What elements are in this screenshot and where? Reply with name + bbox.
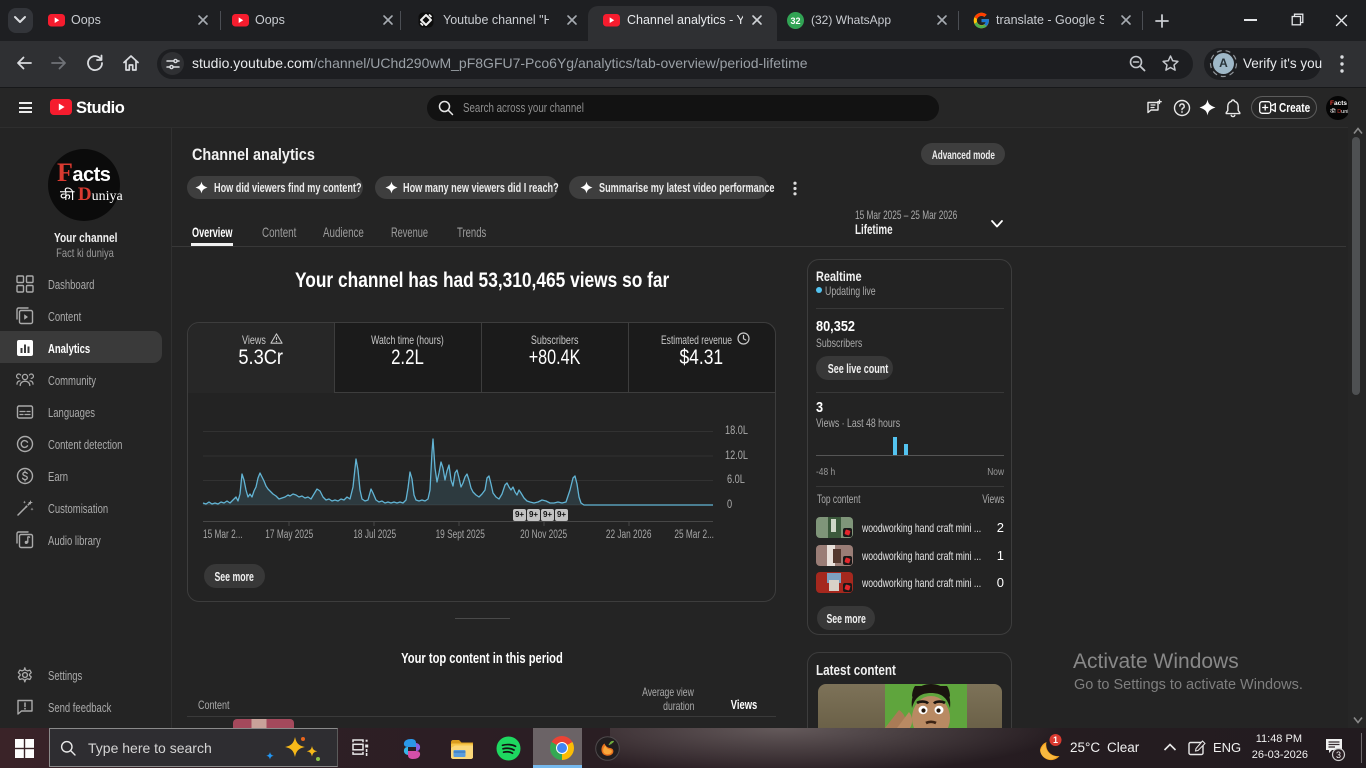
svg-text:1: 1 bbox=[1053, 735, 1058, 745]
svg-text:3: 3 bbox=[1336, 750, 1341, 760]
